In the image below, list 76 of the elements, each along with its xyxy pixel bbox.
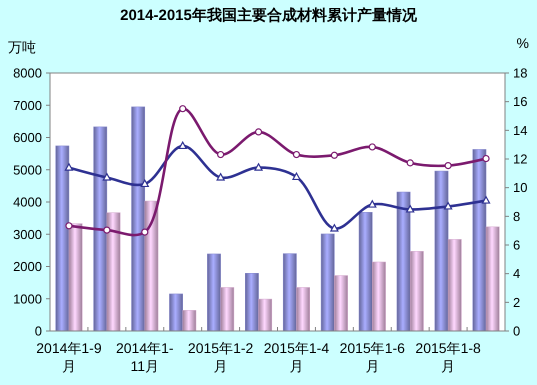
y-tick-label: 5000 xyxy=(13,162,42,178)
bar xyxy=(448,239,462,332)
bar xyxy=(220,287,234,332)
point xyxy=(216,173,225,181)
bar xyxy=(434,170,448,332)
point xyxy=(444,202,452,210)
bar xyxy=(486,226,500,332)
point xyxy=(65,222,73,230)
point xyxy=(254,163,263,171)
bar xyxy=(169,294,183,332)
bar xyxy=(296,287,310,332)
y2-axis-title: % xyxy=(516,35,529,51)
y2-tick-label: 0 xyxy=(513,324,520,339)
point xyxy=(292,172,301,180)
bar xyxy=(258,298,272,332)
bar xyxy=(410,251,424,332)
point xyxy=(406,205,414,213)
bar xyxy=(472,149,486,332)
bar xyxy=(245,273,259,332)
point xyxy=(482,154,490,162)
bar xyxy=(182,310,196,332)
point xyxy=(330,224,338,232)
x-tick-label: 2015年1-2月 xyxy=(188,340,254,374)
bar xyxy=(372,262,386,332)
point xyxy=(482,196,490,204)
bar xyxy=(320,234,335,332)
point xyxy=(444,162,452,170)
point xyxy=(179,105,186,112)
y-tick-label: 4000 xyxy=(13,194,42,210)
y2-tick-label: 18 xyxy=(513,66,528,81)
bar xyxy=(55,146,70,332)
y2-tick-label: 12 xyxy=(513,152,528,167)
point xyxy=(141,228,148,236)
y-tick-label: 3000 xyxy=(13,226,42,242)
point xyxy=(103,226,110,234)
point xyxy=(102,173,111,181)
point xyxy=(330,152,338,159)
point xyxy=(406,159,414,166)
chart-title: 2014-2015年我国主要合成材料累计产量情况 xyxy=(120,6,418,24)
bar xyxy=(207,254,221,332)
bar xyxy=(93,126,108,332)
x-tick-label: 2014年1-11月 xyxy=(116,340,174,374)
x-tick-label: 2015年1-6月 xyxy=(340,340,406,374)
point xyxy=(368,200,376,208)
y2-tick-label: 8 xyxy=(513,208,520,224)
bar xyxy=(144,200,158,332)
x-tick-label: 2015年1-4月 xyxy=(264,340,330,374)
point xyxy=(140,180,149,188)
y-tick-label: 0 xyxy=(34,324,42,339)
x-tick-label: 2015年1-8月 xyxy=(415,340,482,374)
y2-tick-label: 10 xyxy=(513,180,528,196)
bar xyxy=(396,192,410,332)
y2-tick-label: 14 xyxy=(513,122,528,138)
bar xyxy=(106,212,120,332)
point xyxy=(178,142,187,150)
bar xyxy=(358,212,373,332)
y2-tick-label: 2 xyxy=(513,294,520,310)
y-tick-label: 6000 xyxy=(13,130,42,146)
y-tick-label: 7000 xyxy=(13,98,42,113)
y2-tick-label: 6 xyxy=(513,238,520,253)
y-tick-label: 2000 xyxy=(13,259,42,274)
bar xyxy=(282,253,297,332)
x-tick-label: 2014年1-9月 xyxy=(36,340,102,374)
point xyxy=(217,150,224,158)
y-axis-title: 万吨 xyxy=(8,39,36,55)
point xyxy=(254,128,262,136)
bar xyxy=(131,106,146,332)
y-tick-label: 8000 xyxy=(13,66,42,81)
point xyxy=(64,163,74,171)
point xyxy=(368,143,376,151)
y2-tick-label: 4 xyxy=(513,266,520,282)
y-tick-label: 1000 xyxy=(13,291,42,306)
bar xyxy=(68,223,82,332)
bar xyxy=(334,275,348,332)
point xyxy=(292,150,300,158)
y2-tick-label: 16 xyxy=(513,94,528,110)
